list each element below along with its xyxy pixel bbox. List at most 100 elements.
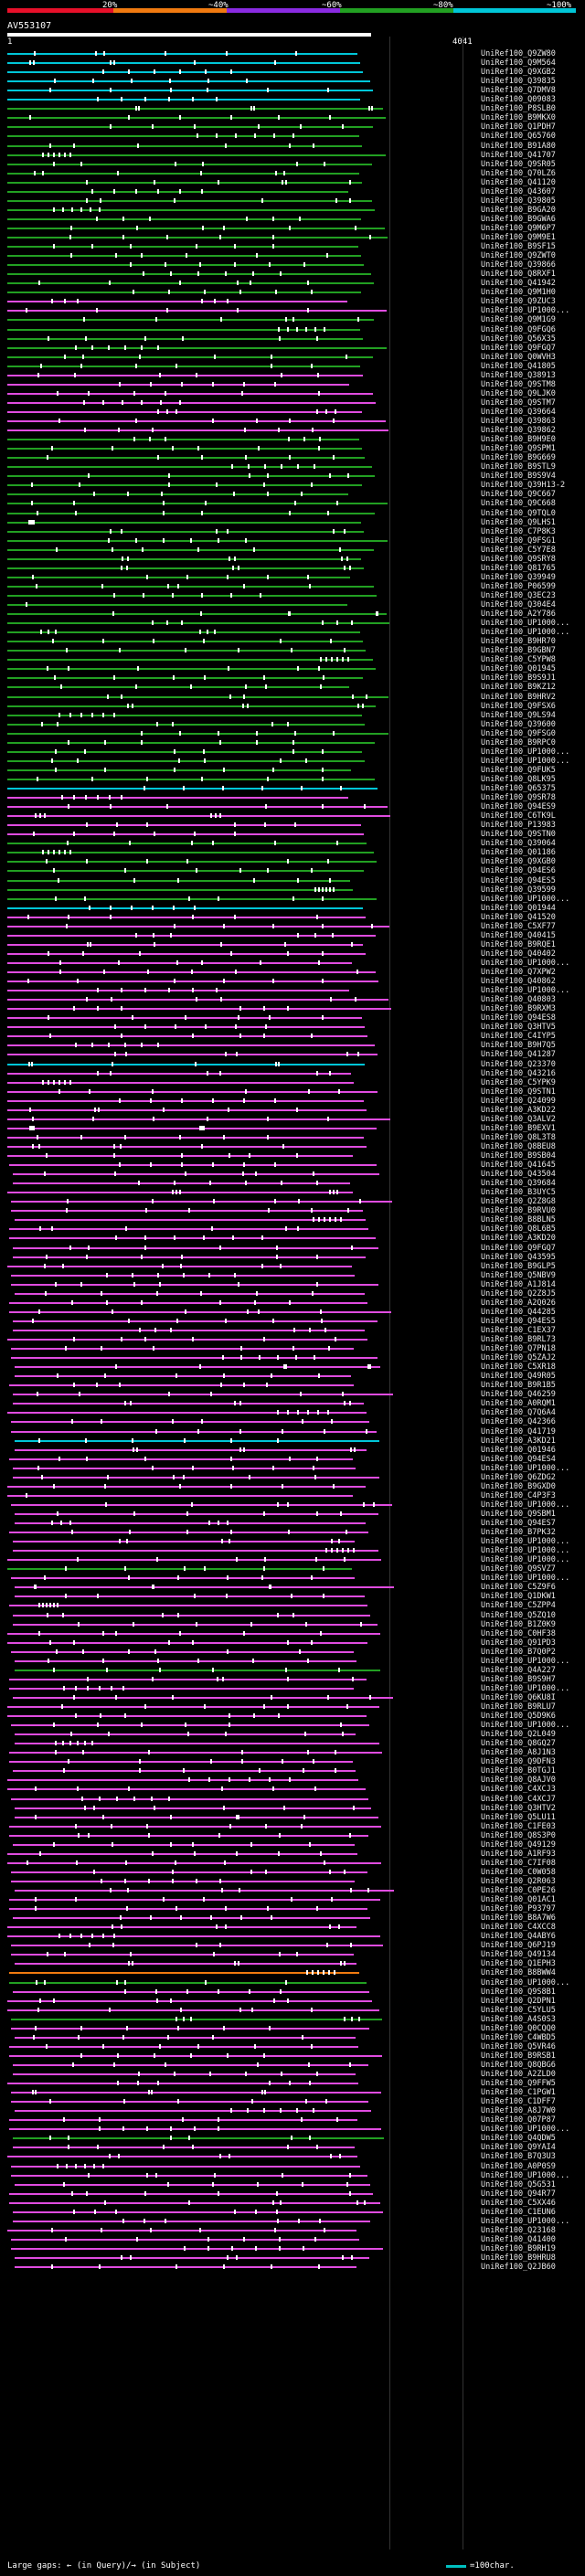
hit-label[interactable]: UniRef100_Q9S8B1 bbox=[481, 1987, 556, 1997]
hit-row[interactable]: UniRef100_UP1000... bbox=[0, 757, 585, 766]
hit-row[interactable]: UniRef100_Q49R05 bbox=[0, 1372, 585, 1381]
hit-label[interactable]: UniRef100_Q38913 bbox=[481, 370, 556, 380]
hit-bar[interactable] bbox=[11, 1430, 377, 1433]
hit-label[interactable]: UniRef100_Q9SRY8 bbox=[481, 554, 556, 564]
hit-row[interactable]: UniRef100_P8SLB0 bbox=[0, 104, 585, 113]
hit-row[interactable]: UniRef100_Q65760 bbox=[0, 132, 585, 141]
hit-bar[interactable] bbox=[7, 833, 364, 836]
hit-label[interactable]: UniRef100_B9RH19 bbox=[481, 2243, 556, 2253]
hit-label[interactable]: UniRef100_A3KD22 bbox=[481, 1105, 556, 1115]
hit-row[interactable]: UniRef100_Q2R063 bbox=[0, 1877, 585, 1886]
hit-row[interactable]: UniRef100_A2Q026 bbox=[0, 1299, 585, 1308]
hit-bar[interactable] bbox=[7, 906, 363, 909]
hit-bar[interactable] bbox=[9, 1301, 367, 1304]
hit-row[interactable]: UniRef100_Q43607 bbox=[0, 187, 585, 196]
hit-label[interactable]: UniRef100_C4XCJ3 bbox=[481, 1785, 556, 1795]
hit-row[interactable]: UniRef100_UP1000... bbox=[0, 628, 585, 637]
hit-bar[interactable] bbox=[7, 374, 363, 376]
hit-row[interactable]: UniRef100_Q9C668 bbox=[0, 499, 585, 508]
hit-bar[interactable] bbox=[11, 2174, 367, 2177]
hit-bar[interactable] bbox=[7, 227, 385, 229]
hit-bar[interactable] bbox=[9, 1972, 359, 1975]
hit-label[interactable]: UniRef100_C1EX37 bbox=[481, 1325, 556, 1335]
hit-label[interactable]: UniRef100_Q9SR05 bbox=[481, 159, 556, 169]
hit-bar[interactable] bbox=[15, 1448, 367, 1451]
hit-row[interactable]: UniRef100_Q9FSG1 bbox=[0, 536, 585, 546]
hit-label[interactable]: UniRef100_B9HR70 bbox=[481, 637, 556, 647]
hit-label[interactable]: UniRef100_C7IF08 bbox=[481, 1858, 556, 1868]
hit-label[interactable]: UniRef100_B9RL73 bbox=[481, 1335, 556, 1344]
hit-bar[interactable] bbox=[15, 1743, 379, 1745]
hit-bar[interactable] bbox=[7, 410, 362, 413]
hit-bar[interactable] bbox=[7, 1099, 364, 1102]
hit-bar[interactable] bbox=[7, 824, 361, 827]
hit-row[interactable]: UniRef100_UP1000... bbox=[0, 1537, 585, 1546]
hit-row[interactable]: UniRef100_UP1000... bbox=[0, 1978, 585, 1988]
hit-row[interactable]: UniRef100_Q01944 bbox=[0, 904, 585, 913]
hit-label[interactable]: UniRef100_Q5LU11 bbox=[481, 1812, 556, 1822]
hit-label[interactable]: UniRef100_A8J7W0 bbox=[481, 2106, 556, 2116]
hit-bar[interactable] bbox=[7, 1108, 367, 1111]
hit-label[interactable]: UniRef100_B9RXM3 bbox=[481, 1004, 556, 1014]
hit-row[interactable]: UniRef100_Q3EC23 bbox=[0, 591, 585, 600]
hit-row[interactable]: UniRef100_B9STL9 bbox=[0, 462, 585, 472]
hit-label[interactable]: UniRef100_Q44285 bbox=[481, 1307, 556, 1317]
hit-bar[interactable] bbox=[7, 199, 372, 202]
hit-bar[interactable] bbox=[15, 1963, 356, 1966]
hit-row[interactable]: UniRef100_Q8L6B5 bbox=[0, 1224, 585, 1234]
hit-bar[interactable] bbox=[7, 1054, 378, 1056]
hit-bar[interactable] bbox=[7, 475, 375, 478]
hit-bar[interactable] bbox=[7, 282, 374, 285]
hit-row[interactable]: UniRef100_C5XR18 bbox=[0, 1362, 585, 1372]
hit-label[interactable]: UniRef100_Q42366 bbox=[481, 1417, 556, 1427]
hit-label[interactable]: UniRef100_Q01944 bbox=[481, 903, 556, 913]
hit-label[interactable]: UniRef100_P93797 bbox=[481, 1904, 556, 1914]
hit-label[interactable]: UniRef100_A3KD20 bbox=[481, 1234, 556, 1244]
hit-row[interactable]: UniRef100_Q43595 bbox=[0, 1253, 585, 1262]
hit-row[interactable]: UniRef100_Q5D9K6 bbox=[0, 1712, 585, 1721]
hit-label[interactable]: UniRef100_Q2R063 bbox=[481, 1876, 556, 1886]
hit-bar[interactable] bbox=[13, 1541, 355, 1543]
hit-label[interactable]: UniRef100_B9S9H7 bbox=[481, 1674, 556, 1684]
hit-row[interactable]: UniRef100_Q09083 bbox=[0, 95, 585, 104]
hit-label[interactable]: UniRef100_Q39866 bbox=[481, 260, 556, 270]
hit-label[interactable]: UniRef100_C0HF38 bbox=[481, 1628, 556, 1638]
hit-row[interactable]: UniRef100_UP1000... bbox=[0, 747, 585, 757]
hit-label[interactable]: UniRef100_Q01186 bbox=[481, 848, 556, 858]
hit-row[interactable]: UniRef100_Q39600 bbox=[0, 720, 585, 729]
hit-row[interactable]: UniRef100_B9GBN7 bbox=[0, 646, 585, 655]
hit-label[interactable]: UniRef100_P13983 bbox=[481, 821, 556, 831]
hit-bar[interactable] bbox=[7, 1935, 380, 1938]
hit-row[interactable]: UniRef100_C5YLU5 bbox=[0, 2006, 585, 2015]
hit-label[interactable]: UniRef100_Q2L049 bbox=[481, 1730, 556, 1740]
hit-label[interactable]: UniRef100_UP1000... bbox=[481, 1537, 570, 1547]
hit-label[interactable]: UniRef100_Q3ALV2 bbox=[481, 1114, 556, 1124]
hit-label[interactable]: UniRef100_Q9YAI4 bbox=[481, 2143, 556, 2153]
hit-row[interactable]: UniRef100_Q01945 bbox=[0, 664, 585, 673]
hit-bar[interactable] bbox=[7, 512, 375, 514]
hit-bar[interactable] bbox=[13, 2137, 384, 2140]
hit-bar[interactable] bbox=[15, 1586, 394, 1589]
hit-label[interactable]: UniRef100_Q2Z8G8 bbox=[481, 1197, 556, 1207]
hit-label[interactable]: UniRef100_Q9STM8 bbox=[481, 379, 556, 389]
hit-label[interactable]: UniRef100_Q9LS94 bbox=[481, 710, 556, 720]
hit-row[interactable]: UniRef100_Q9STM8 bbox=[0, 380, 585, 389]
hit-row[interactable]: UniRef100_Q41805 bbox=[0, 362, 585, 371]
hit-label[interactable]: UniRef100_Q8QBG6 bbox=[481, 2060, 556, 2070]
hit-row[interactable]: UniRef100_Q9SPM1 bbox=[0, 444, 585, 453]
hit-label[interactable]: UniRef100_C0W058 bbox=[481, 1867, 556, 1877]
hit-row[interactable]: UniRef100_Q5VR46 bbox=[0, 2042, 585, 2051]
hit-label[interactable]: UniRef100_UP1000... bbox=[481, 628, 570, 638]
hit-bar[interactable] bbox=[11, 2165, 360, 2168]
hit-bar[interactable] bbox=[11, 1421, 369, 1424]
hit-label[interactable]: UniRef100_Q9M6P7 bbox=[481, 223, 556, 233]
hit-row[interactable]: UniRef100_Q0CQQ0 bbox=[0, 2024, 585, 2033]
hit-row[interactable]: UniRef100_B9H9E0 bbox=[0, 435, 585, 444]
hit-label[interactable]: UniRef100_Q5G531 bbox=[481, 2179, 556, 2189]
hit-label[interactable]: UniRef100_Q09083 bbox=[481, 95, 556, 105]
hit-row[interactable]: UniRef100_Q2JB60 bbox=[0, 2263, 585, 2272]
hit-row[interactable]: UniRef100_Q43504 bbox=[0, 1170, 585, 1179]
hit-bar[interactable] bbox=[11, 1954, 354, 1956]
hit-label[interactable]: UniRef100_Q70LZ6 bbox=[481, 168, 556, 178]
hit-row[interactable]: UniRef100_Q4A227 bbox=[0, 1666, 585, 1675]
